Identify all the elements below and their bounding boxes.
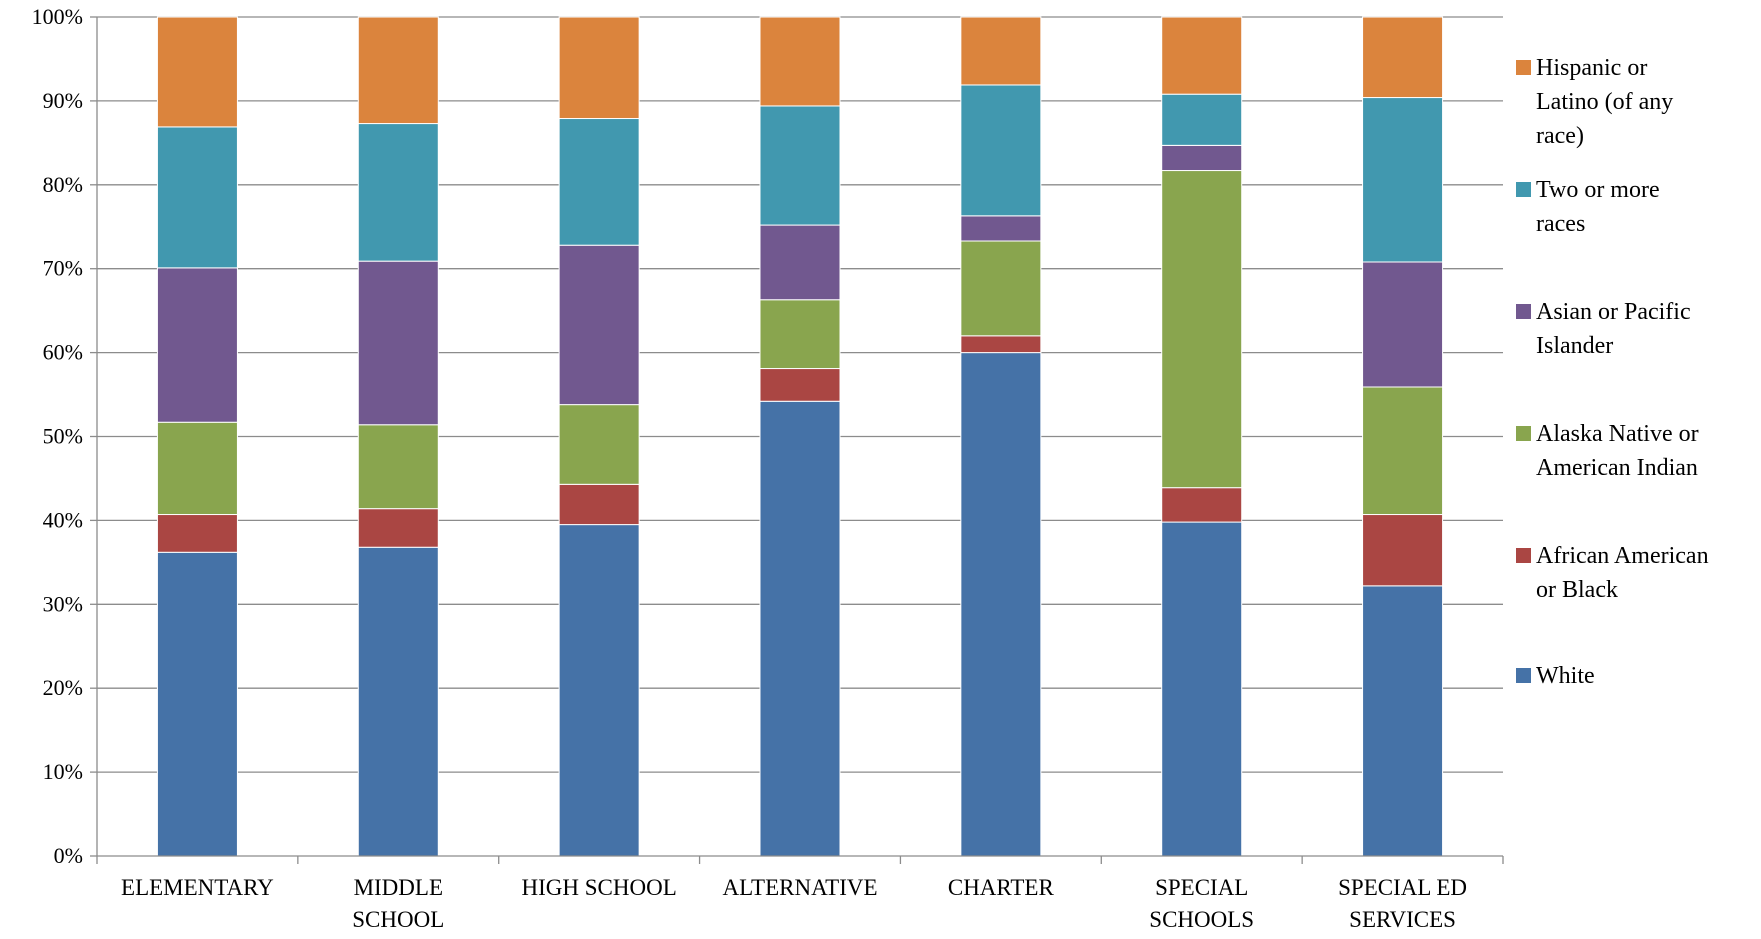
axes: [96, 17, 1504, 864]
bar-segment: [960, 335, 1042, 354]
legend-item: Asian or Pacific Islander: [1516, 299, 1691, 359]
y-tick-label: 80%: [43, 172, 83, 197]
legend-label: White: [1536, 663, 1595, 689]
bar-segment: [357, 508, 439, 548]
bar-segment: [759, 400, 841, 857]
bar-segment: [960, 84, 1042, 217]
x-tick-label: CHARTER: [948, 875, 1055, 900]
bar-segment: [558, 16, 640, 120]
bar-segment: [156, 267, 238, 423]
bar-segment: [156, 514, 238, 553]
y-tick-label: 10%: [43, 759, 83, 784]
y-tick-label: 30%: [43, 591, 83, 616]
bar-segment: [558, 483, 640, 526]
bar-segment: [558, 404, 640, 485]
bar-segment: [759, 16, 841, 107]
bar-segment: [960, 215, 1042, 242]
bar-segment: [357, 546, 439, 857]
bars: [156, 16, 1444, 857]
bar-segment: [1161, 93, 1243, 146]
bar-segment: [1362, 16, 1444, 99]
x-tick-label: ALTERNATIVE: [722, 875, 877, 900]
bar-segment: [759, 299, 841, 370]
bar-segment: [156, 16, 238, 128]
bar-segment: [558, 118, 640, 246]
bar-segment: [357, 16, 439, 125]
y-tick-label: 0%: [54, 843, 83, 868]
x-tick-label: MIDDLE SCHOOL: [352, 875, 444, 932]
bar-segment: [960, 352, 1042, 857]
legend-swatch: [1516, 182, 1531, 197]
x-tick-label: ELEMENTARY: [121, 875, 274, 900]
x-tick-label: SPECIAL ED SERVICES: [1338, 875, 1467, 932]
bar-segment: [1161, 170, 1243, 489]
y-tick-label: 70%: [43, 256, 83, 281]
bar-segment: [156, 126, 238, 269]
bar-segment: [1362, 585, 1444, 857]
bar-segment: [1161, 16, 1243, 95]
y-tick-label: 20%: [43, 675, 83, 700]
bar-segment: [156, 551, 238, 857]
bar-segment: [1362, 386, 1444, 516]
legend: Hispanic or Latino (of any race) Two or mor…: [1516, 55, 1709, 689]
legend-swatch: [1516, 60, 1531, 75]
x-tick-label: HIGH SCHOOL: [522, 875, 677, 900]
bar-segment: [558, 524, 640, 857]
legend-label: Alaska Native or American Indian: [1536, 421, 1699, 481]
legend-item: Hispanic or Latino (of any race): [1516, 55, 1673, 149]
legend-label: Two or more races: [1536, 177, 1660, 237]
bar-segment: [960, 16, 1042, 86]
bar-segment: [759, 224, 841, 301]
legend-item: White: [1516, 663, 1595, 689]
bar-segment: [1362, 514, 1444, 587]
bar-segment: [357, 424, 439, 510]
legend-swatch: [1516, 668, 1531, 683]
y-tick-label: 40%: [43, 507, 83, 532]
x-axis-labels: ELEMENTARY MIDDLE SCHOOL HIGH SCHOOL ALTERNA…: [121, 875, 1467, 932]
legend-item: Two or more races: [1516, 177, 1660, 237]
y-tick-label: 50%: [43, 424, 83, 449]
legend-item: African American or Black: [1516, 543, 1709, 603]
legend-label: African American or Black: [1536, 543, 1709, 603]
legend-label: Asian or Pacific Islander: [1536, 299, 1691, 359]
bar-segment: [1362, 261, 1444, 388]
legend-item: Alaska Native or American Indian: [1516, 421, 1699, 481]
bar-segment: [759, 105, 841, 226]
bar-segment: [558, 244, 640, 406]
x-tick-label: SPECIAL SCHOOLS: [1149, 875, 1254, 932]
bar-segment: [1362, 97, 1444, 263]
y-axis-ticks: 0% 10% 20% 30% 40% 50% 60% 70% 80% 90% 100%: [32, 4, 97, 868]
bar-segment: [156, 421, 238, 516]
bar-segment: [1161, 521, 1243, 857]
bar-segment: [1161, 487, 1243, 523]
legend-label: Hispanic or Latino (of any race): [1536, 55, 1673, 149]
bar-segment: [759, 368, 841, 402]
y-tick-label: 100%: [32, 4, 83, 29]
y-tick-label: 60%: [43, 340, 83, 365]
y-tick-label: 90%: [43, 88, 83, 113]
bar-segment: [357, 123, 439, 262]
bar-segment: [960, 240, 1042, 337]
legend-swatch: [1516, 548, 1531, 563]
legend-swatch: [1516, 426, 1531, 441]
bar-segment: [357, 260, 439, 426]
bar-segment: [1161, 144, 1243, 172]
legend-swatch: [1516, 304, 1531, 319]
